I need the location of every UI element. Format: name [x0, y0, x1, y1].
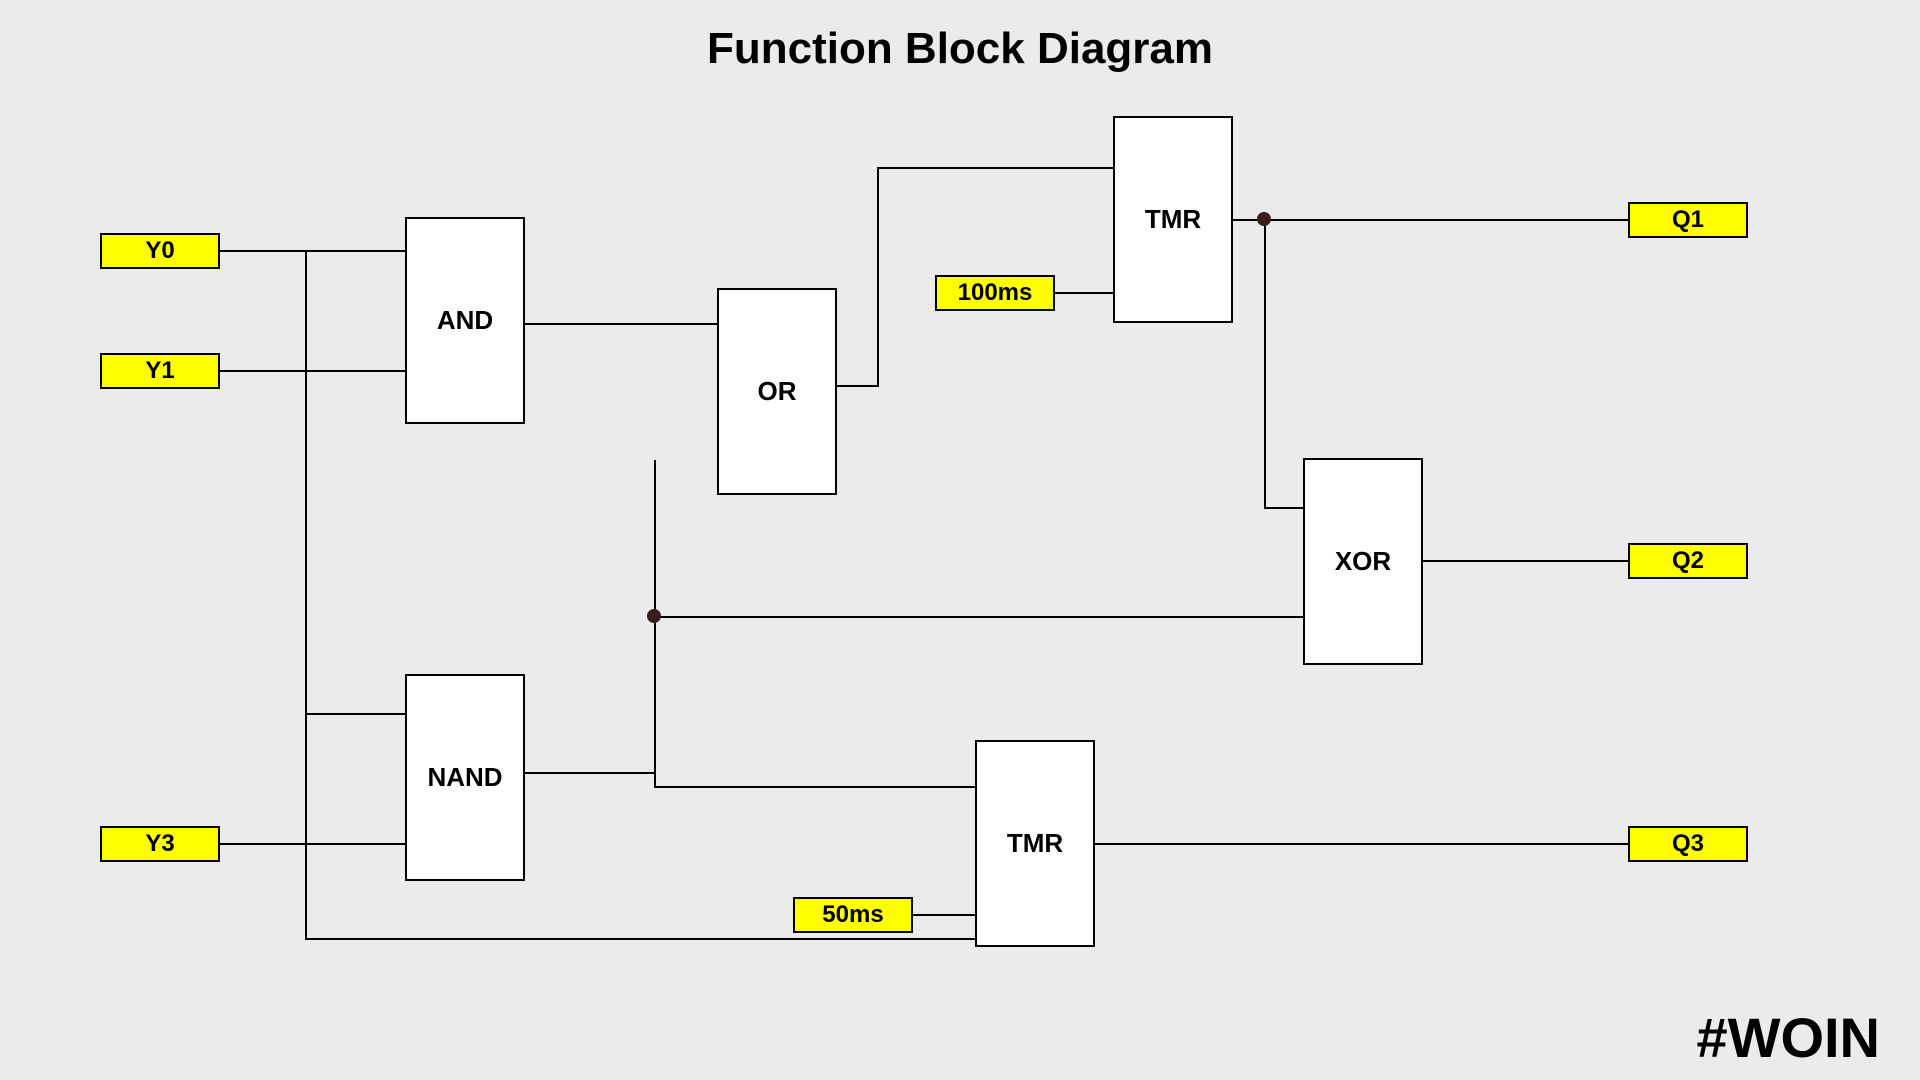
io-y1: Y1	[100, 353, 220, 389]
block-tmr2: TMR	[975, 740, 1095, 947]
wire-h	[525, 323, 718, 325]
wire-h	[837, 385, 879, 387]
wire-v	[654, 460, 656, 788]
block-xor: XOR	[1303, 458, 1423, 665]
wire-v	[877, 167, 879, 387]
wire-h	[220, 250, 405, 252]
wire-h	[654, 616, 1304, 618]
diagram-title: Function Block Diagram	[707, 24, 1213, 74]
io-t100: 100ms	[935, 275, 1055, 311]
wire-v	[305, 250, 307, 940]
wire-h	[220, 370, 405, 372]
wire-h	[1422, 560, 1629, 562]
block-tmr1: TMR	[1113, 116, 1233, 323]
io-y3: Y3	[100, 826, 220, 862]
wire-h	[877, 167, 1114, 169]
wire-h	[1264, 507, 1304, 509]
io-q2: Q2	[1628, 543, 1748, 579]
wire-h	[220, 843, 405, 845]
block-nand: NAND	[405, 674, 525, 881]
watermark: #WOIN	[1696, 1005, 1880, 1070]
wire-h	[913, 914, 976, 916]
io-t50: 50ms	[793, 897, 913, 933]
io-q3: Q3	[1628, 826, 1748, 862]
io-q1: Q1	[1628, 202, 1748, 238]
wire-v	[1264, 219, 1266, 509]
wire-h	[654, 786, 976, 788]
wire-h	[1232, 219, 1629, 221]
wire-junction	[647, 609, 661, 623]
wire-h	[525, 772, 656, 774]
block-and: AND	[405, 217, 525, 424]
io-y0: Y0	[100, 233, 220, 269]
wire-junction	[1257, 212, 1271, 226]
wire-h	[1055, 292, 1114, 294]
wire-h	[1094, 843, 1629, 845]
wire-h	[305, 938, 977, 940]
block-or: OR	[717, 288, 837, 495]
wire-h	[305, 713, 405, 715]
